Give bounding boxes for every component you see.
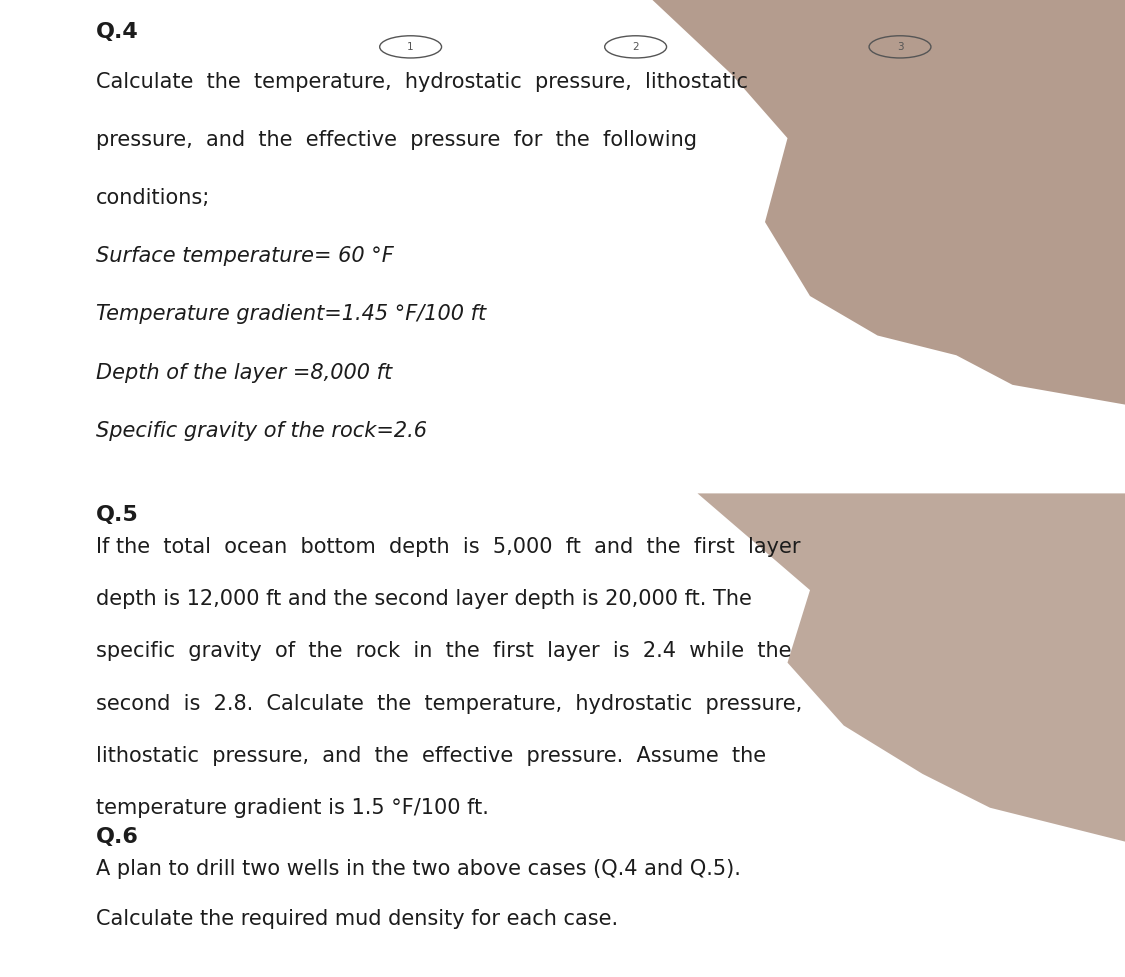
Text: A plan to drill two wells in the two above cases (Q.4 and Q.5).: A plan to drill two wells in the two abo… (96, 859, 740, 878)
Text: Q.4: Q.4 (96, 22, 138, 42)
Text: Specific gravity of the rock=2.6: Specific gravity of the rock=2.6 (96, 421, 426, 441)
Text: Surface temperature= 60 °F: Surface temperature= 60 °F (96, 246, 394, 266)
Polygon shape (698, 493, 1125, 841)
Text: Calculate the required mud density for each case.: Calculate the required mud density for e… (96, 910, 618, 929)
Text: temperature gradient is 1.5 °F/100 ft.: temperature gradient is 1.5 °F/100 ft. (96, 798, 488, 818)
Text: Depth of the layer =8,000 ft: Depth of the layer =8,000 ft (96, 362, 391, 383)
Text: If the  total  ocean  bottom  depth  is  5,000  ft  and  the  first  layer: If the total ocean bottom depth is 5,000… (96, 537, 800, 557)
Text: specific  gravity  of  the  rock  in  the  first  layer  is  2.4  while  the: specific gravity of the rock in the firs… (96, 641, 791, 661)
Text: 2: 2 (632, 42, 639, 52)
Text: pressure,  and  the  effective  pressure  for  the  following: pressure, and the effective pressure for… (96, 130, 696, 149)
Text: depth is 12,000 ft and the second layer depth is 20,000 ft. The: depth is 12,000 ft and the second layer … (96, 589, 752, 609)
Text: 3: 3 (897, 42, 903, 52)
Text: Temperature gradient=1.45 °F/100 ft: Temperature gradient=1.45 °F/100 ft (96, 305, 486, 324)
Text: lithostatic  pressure,  and  the  effective  pressure.  Assume  the: lithostatic pressure, and the effective … (96, 745, 766, 766)
Text: Q.6: Q.6 (96, 828, 138, 847)
Text: 1: 1 (407, 42, 414, 52)
Text: second  is  2.8.  Calculate  the  temperature,  hydrostatic  pressure,: second is 2.8. Calculate the temperature… (96, 694, 802, 713)
Polygon shape (652, 0, 1125, 404)
Text: Calculate  the  temperature,  hydrostatic  pressure,  lithostatic: Calculate the temperature, hydrostatic p… (96, 71, 748, 92)
Text: Q.5: Q.5 (96, 505, 138, 526)
Text: conditions;: conditions; (96, 188, 210, 208)
